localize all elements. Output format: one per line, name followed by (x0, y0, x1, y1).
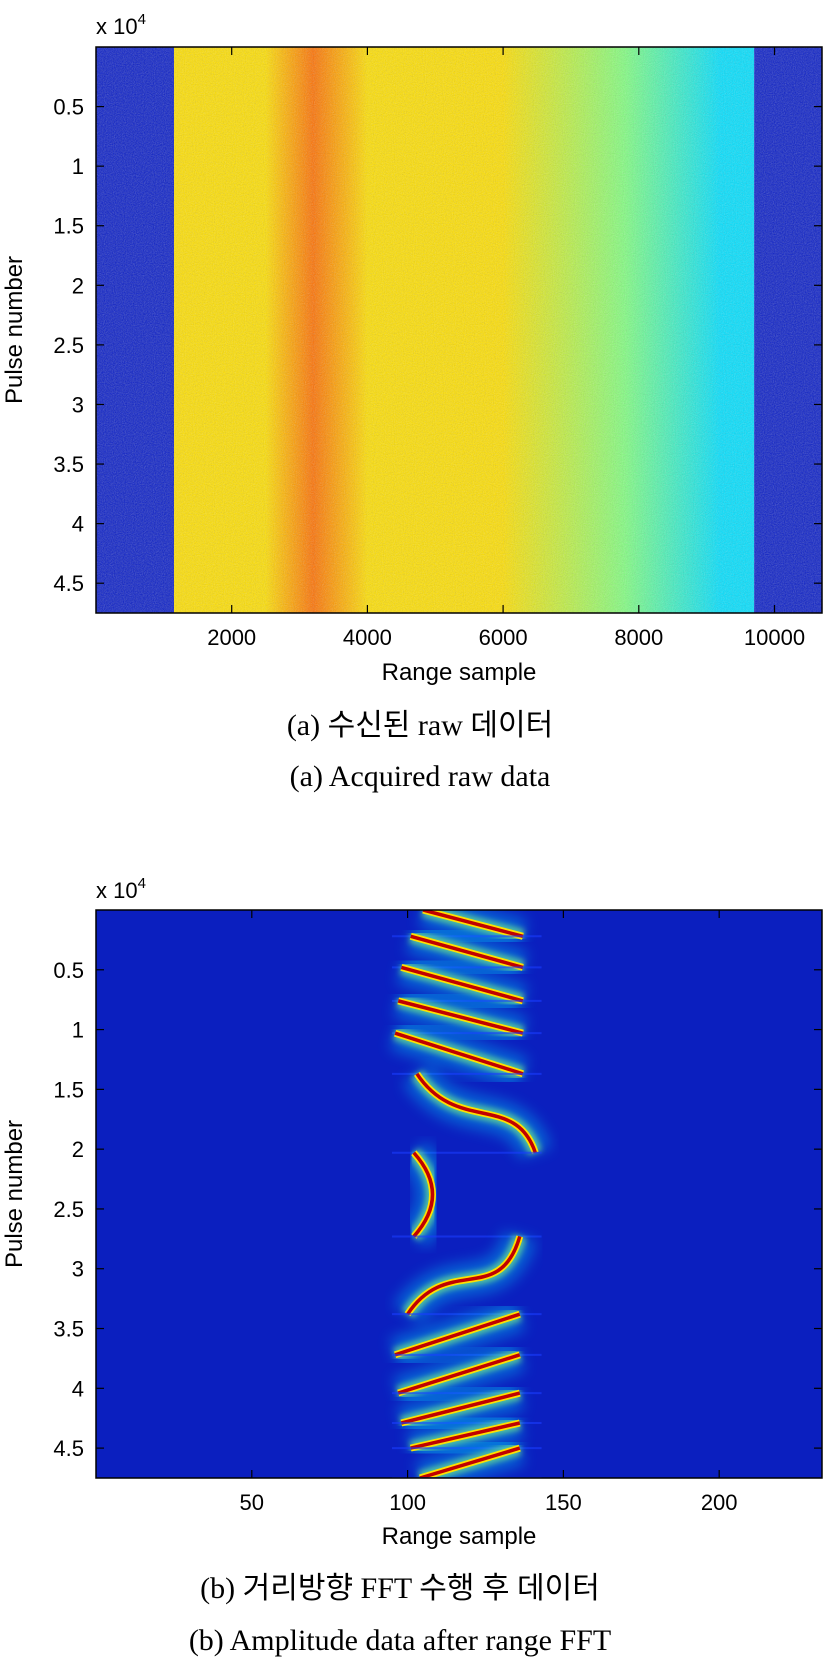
panel-b-chirp-peak (394, 1312, 521, 1357)
panel-b-chirp-segment (392, 1063, 552, 1160)
panel-b-chirp-segment (392, 1431, 542, 1478)
panel-a-ytick-label: 4 (72, 512, 84, 537)
panel-b-ytick-label: 1 (72, 1018, 84, 1043)
panel-b-chirp-segment (392, 910, 542, 953)
panel-b-chirp-peak (419, 1446, 521, 1478)
panel-b-ytick-label: 3.5 (53, 1317, 84, 1342)
panel-b-xlabel: Range sample (382, 1523, 537, 1550)
panel-b-ytick-label: 2.5 (53, 1197, 84, 1222)
panel-a-xtick-label: 8000 (614, 625, 663, 650)
panel-b-caption-english: (b) Amplitude data after range FFT (189, 1624, 611, 1657)
panel-a-ytick-label: 4.5 (53, 571, 84, 596)
panel-b-chirp-segment (389, 1016, 542, 1091)
panel-b-chirp-segment (392, 984, 542, 1050)
panel-a-xlabel: Range sample (382, 659, 537, 686)
panel-b-chirp-peak (400, 1391, 521, 1425)
panel-b-image (96, 910, 822, 1478)
panel-b-chirp-peak (394, 1031, 524, 1076)
panel-a-exponent: x 104 (96, 11, 146, 39)
panel-b-ticks: 50 100 150 200 0.5 1 1.5 2 2.5 3 3.5 4 4.5 (53, 910, 822, 1515)
panel-a-ytick-label: 1 (72, 154, 84, 179)
panel-b-ytick-label: 0.5 (53, 958, 84, 983)
panel-b-chirp-peak (412, 1151, 435, 1238)
panel-b-ylabel: Pulse number (1, 1120, 28, 1268)
panel-b-chirp-segment (392, 1338, 542, 1410)
panel-b-xtick-label: 50 (240, 1490, 264, 1515)
panel-b-chirp-peak (397, 1353, 521, 1395)
panel-b-chirp-peak (422, 910, 524, 938)
panel-a-ytick-label: 1.5 (53, 214, 84, 239)
panel-a: 2000 4000 6000 8000 10000 0.5 1 1.5 2 2.5 3 3.5 4 4.5… (1, 11, 823, 793)
panel-b-chirp-peak (397, 999, 524, 1035)
panel-b-frame (95, 909, 823, 1479)
panel-b-xtick-label: 150 (545, 1490, 582, 1515)
panel-b-chirp-peak (406, 1235, 522, 1316)
panel-b-chirp-peak (410, 934, 524, 970)
panel-a-noise-cool (96, 47, 822, 613)
panel-b-ytick-label: 3 (72, 1257, 84, 1282)
panel-b-chirp-peak (410, 1421, 521, 1450)
panel-b-chirp-segment (392, 951, 542, 1018)
panel-b-chirp-segment (389, 1298, 542, 1371)
panel-b-chirp-segment (392, 1230, 542, 1325)
panel-a-ytick-label: 2 (72, 273, 84, 298)
panel-b-ytick-label: 2 (72, 1137, 84, 1162)
panel-b: 50 100 150 200 0.5 1 1.5 2 2.5 3 3.5 4 4.5 x 104 Ran… (1, 875, 823, 1657)
panel-b-chirp-peak (400, 965, 524, 1003)
panel-b-chirp-segment (392, 919, 542, 984)
panel-a-ticks: 2000 4000 6000 8000 10000 0.5 1 1.5 2 2.5 3 3.5 4 4.5 (53, 47, 822, 650)
panel-a-image (96, 47, 822, 613)
panel-a-caption-english: (a) Acquired raw data (290, 760, 551, 793)
panel-b-ytick-label: 1.5 (53, 1077, 84, 1102)
panel-a-ylabel: Pulse number (1, 256, 28, 404)
panel-b-chirp-peak (415, 1072, 537, 1154)
panel-a-ytick-label: 3.5 (53, 452, 84, 477)
panel-b-exponent: x 104 (96, 875, 146, 903)
panel-b-xtick-label: 200 (701, 1490, 738, 1515)
panel-b-chirp-segment (392, 1376, 542, 1440)
panel-b-ytick-label: 4 (72, 1376, 84, 1401)
panel-b-caption-korean: (b) 거리방향 FFT 수행 후 데이터 (200, 1572, 600, 1605)
panel-a-ytick-label: 2.5 (53, 333, 84, 358)
panel-a-ytick-label: 0.5 (53, 95, 84, 120)
panel-b-xtick-label: 100 (389, 1490, 426, 1515)
panel-a-frame (95, 46, 823, 614)
panel-a-xtick-label: 10000 (744, 625, 805, 650)
panel-b-ytick-label: 4.5 (53, 1436, 84, 1461)
panel-a-xtick-label: 2000 (207, 625, 256, 650)
panel-a-ytick-label: 3 (72, 392, 84, 417)
panel-a-xtick-label: 4000 (343, 625, 392, 650)
panel-a-caption-korean: (a) 수신된 raw 데이터 (287, 709, 553, 742)
panel-a-xtick-label: 6000 (479, 625, 528, 650)
